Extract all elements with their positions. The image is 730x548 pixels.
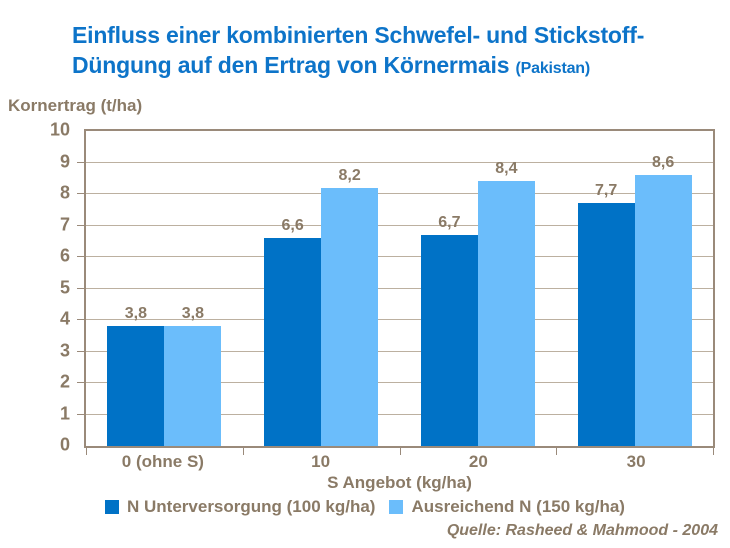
y-axis-tick — [77, 193, 84, 194]
y-axis-tick — [77, 161, 84, 163]
bar-value-label: 7,7 — [595, 182, 618, 199]
y-axis-tick — [77, 413, 84, 415]
y-axis-tick-label: 3 — [59, 340, 70, 360]
bar-series2 — [477, 181, 535, 446]
gridline — [86, 413, 713, 415]
y-axis-tick — [77, 319, 84, 320]
bar-slot: 6,6 — [264, 217, 322, 446]
legend-item: Ausreichend N (150 kg/ha) — [389, 497, 625, 517]
x-axis-category-label: 0 (ohne S) — [121, 452, 204, 471]
y-axis-tick-label: 0 — [59, 434, 70, 455]
gridline — [86, 382, 713, 383]
chart-title: Einfluss einer kombinierten Schwefel- un… — [72, 20, 712, 84]
y-axis-tick-label: 9 — [59, 151, 70, 171]
x-axis-tick — [242, 448, 244, 455]
x-axis-labels: 0 (ohne S) 10 20 30 — [84, 452, 715, 472]
bar-series1 — [420, 235, 478, 446]
chart-title-line2: Düngung auf den Ertrag von Körnermais — [72, 52, 510, 78]
x-axis-category-label: 10 — [311, 452, 331, 471]
y-axis-tick — [77, 350, 84, 352]
x-axis-tick — [556, 448, 558, 455]
y-axis-title: Kornertrag (t/ha) — [8, 96, 143, 115]
bar-value-label: 8,4 — [495, 160, 518, 177]
y-axis-tick-label: 8 — [59, 182, 70, 203]
x-axis-tick — [713, 448, 714, 455]
gridline — [86, 161, 713, 163]
bar-slot: 8,6 — [634, 154, 692, 446]
y-axis-tick-label: 1 — [59, 403, 70, 423]
y-axis-tick-label: 4 — [59, 308, 70, 329]
y-axis-labels: 10 9 8 7 6 5 4 3 2 1 0 — [0, 120, 70, 455]
bar-slot: 8,4 — [477, 160, 535, 446]
bar-value-label: 6,6 — [281, 217, 304, 234]
gridline — [86, 193, 713, 194]
gridline — [86, 350, 713, 352]
x-axis-title: S Angebot (kg/ha) — [327, 473, 472, 492]
y-axis-tick-label: 2 — [59, 371, 70, 392]
y-axis-tick-label: 10 — [49, 119, 70, 140]
x-axis-tick — [86, 448, 87, 455]
bar-value-label: 8,2 — [338, 167, 361, 184]
bar-slot: 3,8 — [107, 305, 165, 446]
bar-series1 — [577, 203, 635, 446]
y-axis-tick — [77, 382, 84, 383]
bar-group: 7,7 8,6 — [556, 131, 713, 446]
bar-series2 — [164, 326, 222, 446]
y-axis-tick — [77, 256, 84, 257]
source-note: Quelle: Rasheed & Mahmood - 2004 — [446, 522, 718, 539]
bar-slot: 8,2 — [321, 167, 379, 446]
x-axis-category-label: 20 — [468, 452, 488, 471]
bars-layer: 3,8 3,8 6,6 8,2 6,7 8,4 7,7 8,6 — [86, 131, 713, 446]
chart-title-suffix: (Pakistan) — [515, 60, 591, 77]
gridline — [86, 256, 713, 257]
y-axis-tick-label: 6 — [59, 245, 70, 266]
bar-value-label: 8,6 — [652, 154, 675, 171]
bar-slot: 3,8 — [164, 305, 222, 446]
y-axis-tick-label: 5 — [59, 277, 70, 297]
chart-legend: N Unterversorgung (100 kg/ha) Ausreichend… — [0, 497, 730, 517]
bar-group: 3,8 3,8 — [86, 131, 243, 446]
bar-slot: 7,7 — [577, 182, 635, 446]
bar-series2 — [634, 175, 692, 446]
legend-swatch-icon — [105, 500, 120, 514]
bar-group: 6,7 8,4 — [400, 131, 557, 446]
bar-value-label: 6,7 — [438, 214, 461, 231]
y-axis-tick — [77, 287, 84, 289]
legend-label: Ausreichend N (150 kg/ha) — [411, 497, 625, 516]
legend-item: N Unterversorgung (100 kg/ha) — [105, 497, 375, 517]
plot-area: 3,8 3,8 6,6 8,2 6,7 8,4 7,7 8,6 — [77, 129, 715, 455]
x-axis-tick — [399, 448, 401, 455]
bar-series2 — [321, 188, 379, 446]
y-axis-tick — [77, 224, 84, 226]
bar-value-label: 3,8 — [124, 305, 147, 322]
bar-value-label: 3,8 — [181, 305, 204, 322]
gridline — [86, 224, 713, 226]
bar-series1 — [264, 238, 322, 446]
gridline — [86, 287, 713, 289]
legend-label: N Unterversorgung (100 kg/ha) — [127, 497, 376, 516]
legend-swatch-icon — [389, 500, 404, 514]
gridline — [86, 319, 713, 320]
bar-group: 6,6 8,2 — [243, 131, 400, 446]
bar-series1 — [107, 326, 165, 446]
bar-slot: 6,7 — [420, 214, 478, 446]
chart-title-line1: Einfluss einer kombinierten Schwefel- un… — [72, 22, 645, 48]
y-axis-tick-label: 7 — [59, 214, 70, 234]
x-axis-category-label: 30 — [626, 452, 646, 471]
